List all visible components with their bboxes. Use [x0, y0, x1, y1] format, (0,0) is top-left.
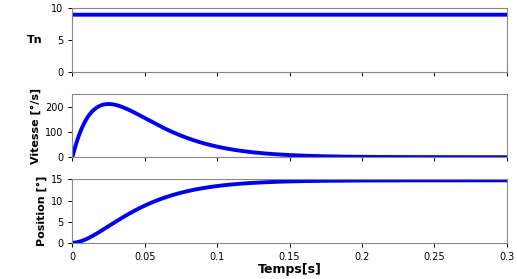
Y-axis label: Vitesse [°/s]: Vitesse [°/s] [31, 88, 41, 163]
X-axis label: Temps[s]: Temps[s] [257, 263, 322, 276]
Y-axis label: Tn: Tn [26, 35, 42, 45]
Y-axis label: Position [°]: Position [°] [37, 176, 47, 246]
